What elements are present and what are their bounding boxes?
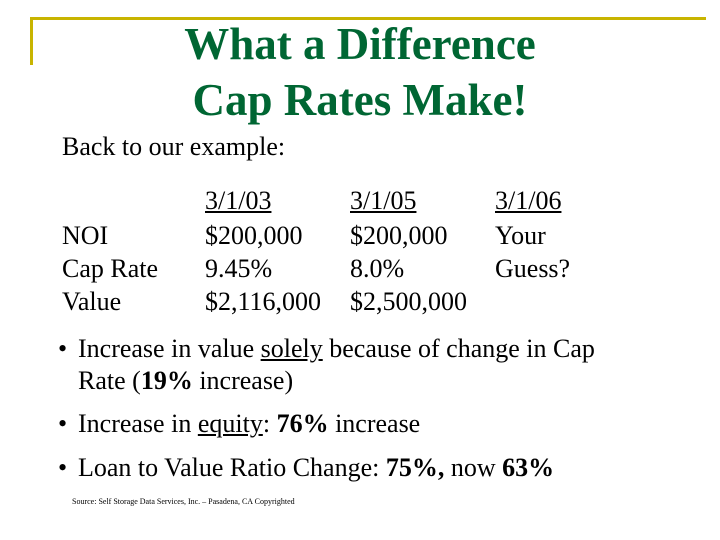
ltv-after-percent: 63%: [502, 453, 555, 482]
noi-2005: $200,000: [350, 221, 448, 250]
frame-top-rule: [30, 17, 706, 20]
emphasis-equity: equity: [197, 409, 263, 438]
bullet-marker: •: [58, 334, 68, 363]
bullet-text: Increase in equity: 76% increase: [78, 409, 421, 438]
bullet-ltv-change: • Loan to Value Ratio Change: 75%, now 6…: [58, 452, 554, 484]
row-label-cap-rate: Cap Rate: [62, 254, 159, 283]
source-footnote: Source: Self Storage Data Services, Inc.…: [72, 497, 295, 506]
frame-left-rule: [30, 17, 33, 65]
bullet-marker: •: [58, 409, 68, 438]
emphasis-solely: solely: [260, 334, 323, 363]
title-line-1: What a Difference: [184, 19, 536, 69]
cap-rate-2005: 8.0%: [350, 254, 405, 283]
value-increase-percent: 19%: [140, 366, 193, 395]
bullet-equity-increase: • Increase in equity: 76% increase: [58, 408, 420, 440]
noi-2006: Your: [495, 221, 546, 250]
column-header-2005: 3/1/05: [350, 186, 417, 215]
value-2003: $2,116,000: [205, 287, 322, 316]
value-2005: $2,500,000: [350, 287, 467, 316]
equity-increase-percent: 76%: [276, 409, 329, 438]
title-line-2: Cap Rates Make!: [192, 75, 528, 125]
column-header-2006: 3/1/06: [495, 186, 562, 215]
bullet-text: Increase in value solely because of chan…: [78, 334, 595, 395]
row-label-noi: NOI: [62, 221, 109, 250]
ltv-before-percent: 75%,: [385, 453, 445, 482]
bullet-marker: •: [58, 453, 68, 482]
column-header-2003: 3/1/03: [205, 186, 272, 215]
bullet-text: Loan to Value Ratio Change: 75%, now 63%: [78, 453, 555, 482]
noi-2003: $200,000: [205, 221, 303, 250]
cap-rate-2006: Guess?: [495, 254, 571, 283]
bullet-value-increase: • Increase in value solely because of ch…: [58, 333, 595, 397]
cap-rate-2003: 9.45%: [205, 254, 273, 283]
intro-text: Back to our example:: [62, 132, 286, 161]
row-label-value: Value: [62, 287, 122, 316]
slide-title: What a Difference Cap Rates Make!: [0, 16, 720, 128]
